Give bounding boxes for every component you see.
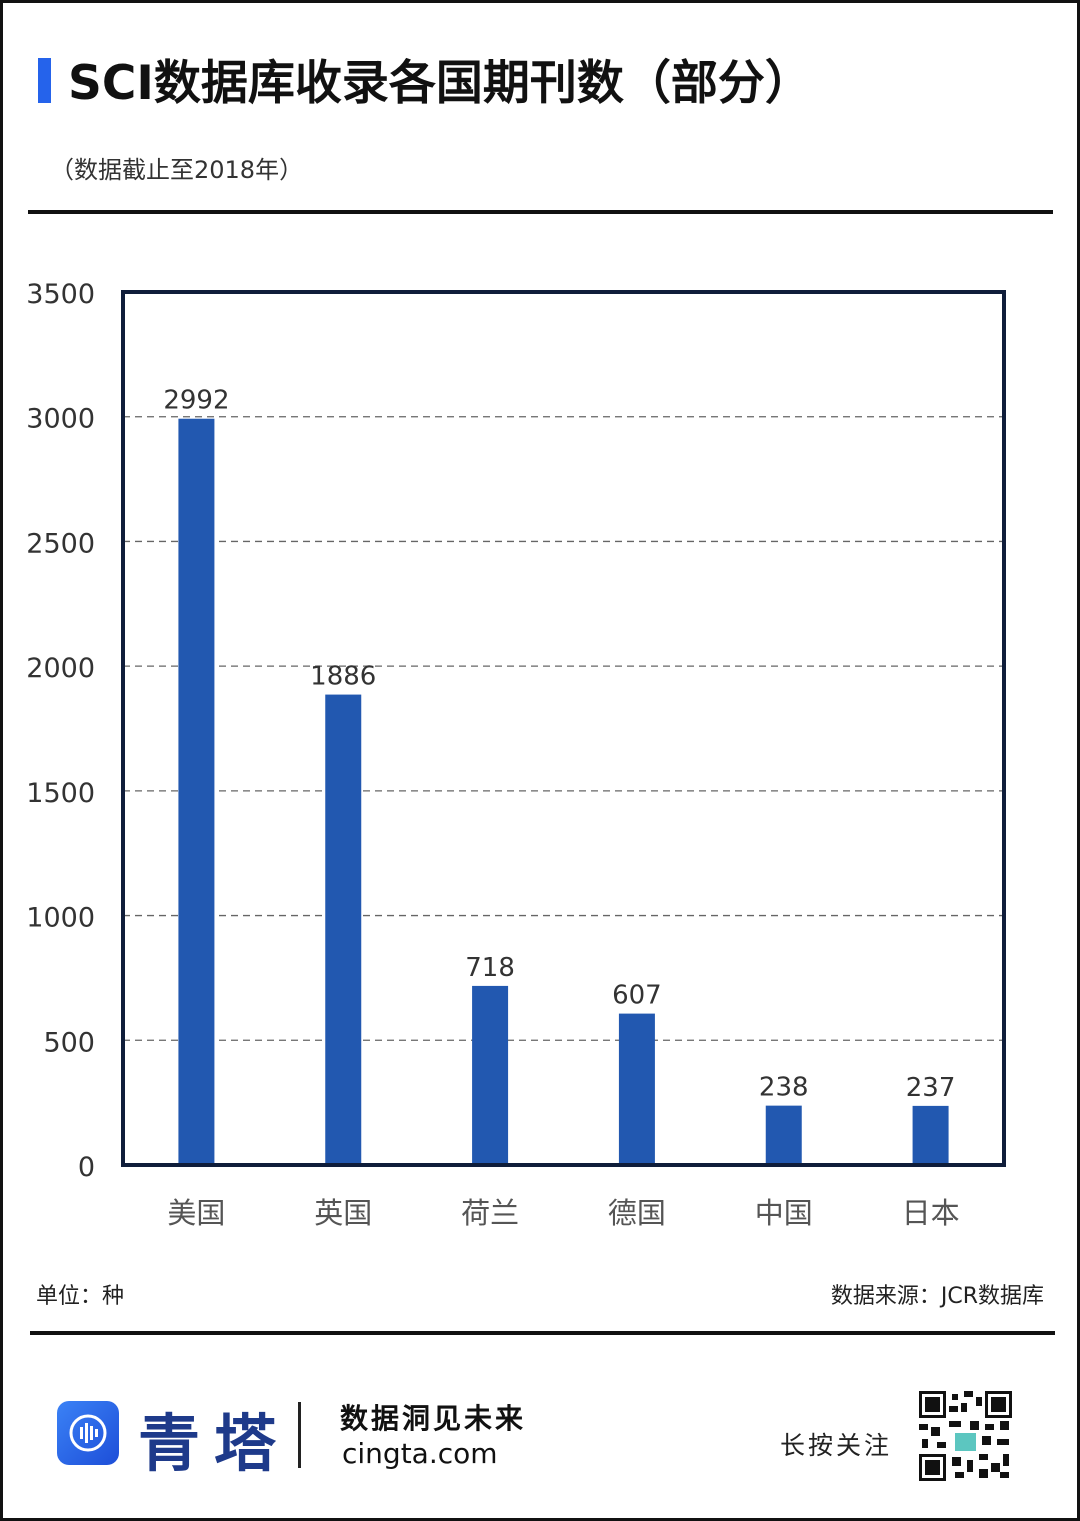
bar-chart: 0 500 1000 1500 2000 2500 3000 3500 2992 美国 1886 英国… xyxy=(26,279,1006,1230)
top-divider xyxy=(28,210,1053,214)
brand-slogan: 数据洞见未来 xyxy=(340,1402,527,1435)
y-tick-label: 1500 xyxy=(26,778,95,809)
brand-separator xyxy=(298,1402,301,1468)
bar xyxy=(178,418,215,1165)
x-category-label: 德国 xyxy=(608,1196,666,1230)
y-tick-label: 0 xyxy=(78,1152,95,1183)
unit-note: 单位：种 xyxy=(36,1284,125,1309)
x-category-label: 中国 xyxy=(755,1196,813,1230)
bar xyxy=(912,1105,949,1165)
bar-value-label: 238 xyxy=(759,1073,809,1103)
bottom-divider xyxy=(30,1331,1055,1335)
plot-frame xyxy=(121,290,1006,1167)
bar-value-label: 2992 xyxy=(163,386,229,416)
y-tick-label: 500 xyxy=(43,1027,95,1058)
y-tick-label: 2000 xyxy=(26,653,95,684)
brand-logo-icon xyxy=(57,1401,119,1465)
x-category-label: 荷兰 xyxy=(461,1196,519,1230)
brand-domain[interactable]: cingta.com xyxy=(342,1437,498,1470)
page-title: SCI数据库收录各国期刊数（部分） xyxy=(68,56,812,111)
bar-value-label: 1886 xyxy=(310,662,376,692)
bar-value-label: 718 xyxy=(465,953,515,983)
y-tick-label: 2500 xyxy=(26,528,95,559)
bar xyxy=(765,1105,802,1165)
x-category-label: 英国 xyxy=(314,1196,372,1230)
page-subtitle: （数据截止至2018年） xyxy=(50,156,304,184)
bar xyxy=(325,694,362,1165)
y-tick-label: 3500 xyxy=(26,279,95,310)
x-category-label: 美国 xyxy=(167,1196,225,1230)
follow-prompt: 长按关注 xyxy=(780,1431,893,1460)
bar-value-label: 237 xyxy=(906,1073,956,1103)
x-category-label: 日本 xyxy=(902,1196,960,1230)
qr-code-icon[interactable] xyxy=(919,1391,1012,1481)
bar xyxy=(618,1013,655,1165)
bar-value-label: 607 xyxy=(612,981,662,1011)
brand-name: 青塔 xyxy=(138,1407,291,1480)
y-tick-label: 1000 xyxy=(26,903,95,934)
source-note: 数据来源：JCR数据库 xyxy=(830,1284,1044,1309)
y-tick-label: 3000 xyxy=(26,404,95,435)
bar xyxy=(472,985,509,1165)
title-accent-bar xyxy=(38,58,51,103)
